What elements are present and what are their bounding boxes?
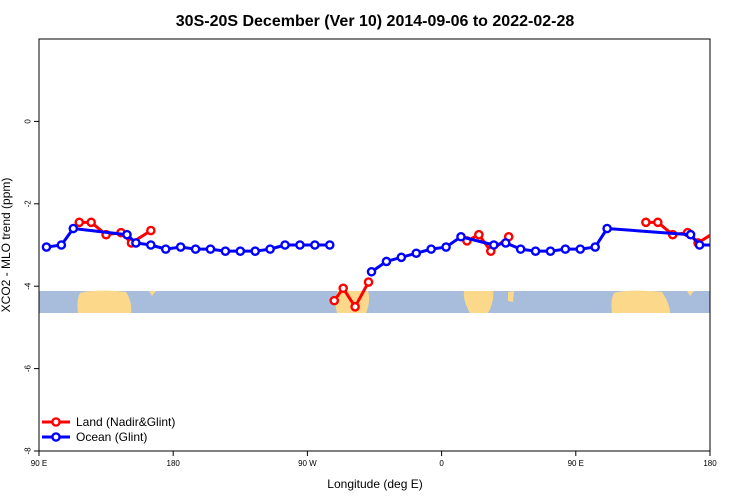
- data-point: [146, 225, 156, 236]
- x-tick-label: 90 E: [568, 459, 584, 468]
- data-point: [324, 240, 335, 250]
- x-axis: 90 E 180 90 W 0 90 E 180: [31, 451, 717, 468]
- data-point: [41, 242, 52, 252]
- data-point: [220, 246, 231, 256]
- data-point: [441, 242, 451, 252]
- data-point: [456, 231, 466, 242]
- series-layer: [41, 217, 736, 312]
- y-tick-label: 0: [24, 119, 33, 124]
- x-tick-label: 90 E: [31, 459, 47, 468]
- data-point: [86, 217, 96, 228]
- data-point: [474, 229, 484, 240]
- data-point: [560, 244, 571, 254]
- legend-label: Land (Nadir&Glint): [76, 415, 175, 429]
- land-patch-new-zealand-tip-repeat: [687, 291, 694, 296]
- x-tick-label: 90 W: [298, 459, 317, 468]
- data-point: [590, 242, 600, 252]
- data-point: [714, 227, 721, 234]
- data-point: [641, 217, 651, 228]
- data-point: [338, 283, 348, 294]
- data-point: [411, 248, 422, 259]
- data-point: [175, 242, 186, 252]
- data-point: [56, 240, 67, 250]
- data-point: [295, 240, 305, 250]
- chart-title: 30S-20S December (Ver 10) 2014-09-06 to …: [176, 13, 575, 30]
- x-tick-label: 0: [439, 459, 444, 468]
- x-tick-label: 180: [703, 459, 717, 468]
- data-point: [366, 266, 377, 277]
- data-point: [530, 246, 541, 256]
- data-point: [329, 295, 340, 306]
- data-point: [280, 240, 290, 250]
- legend-marker: [51, 432, 61, 442]
- data-point: [545, 246, 556, 256]
- series-ocean: [41, 223, 736, 277]
- data-point: [131, 238, 141, 248]
- y-axis-label: XCO2 - MLO trend (ppm): [0, 178, 13, 313]
- legend-label: Ocean (Glint): [76, 430, 147, 444]
- data-point: [160, 244, 171, 254]
- land-patch-new-zealand-tip: [149, 291, 156, 296]
- y-tick-label: -2: [24, 200, 33, 208]
- data-point: [350, 301, 360, 312]
- series-line: [333, 281, 370, 309]
- data-point: [685, 229, 696, 240]
- y-tick-label: -6: [24, 364, 33, 372]
- data-point: [515, 244, 526, 254]
- land-patch-australia: [77, 290, 132, 313]
- land-patch-africa: [463, 291, 494, 313]
- data-point: [729, 246, 736, 253]
- data-point: [575, 244, 586, 254]
- data-point: [122, 229, 132, 240]
- y-tick-label: -4: [24, 282, 33, 290]
- data-point: [694, 240, 705, 250]
- land-patch-australia-repeat: [611, 290, 670, 313]
- ocean-band: [39, 291, 710, 313]
- land-patch-madagascar: [508, 291, 514, 302]
- x-tick-label: 180: [167, 459, 181, 468]
- data-point: [68, 223, 79, 234]
- map-strip: [39, 290, 710, 313]
- data-point: [310, 240, 320, 250]
- y-tick-label: -8: [24, 447, 33, 455]
- x-axis-label: Longitude (deg E): [327, 477, 422, 491]
- data-point: [265, 244, 275, 254]
- data-point: [602, 223, 612, 234]
- data-point: [146, 240, 156, 250]
- data-point: [488, 240, 499, 250]
- data-point: [426, 244, 436, 254]
- data-point: [500, 238, 511, 248]
- data-point: [250, 246, 261, 256]
- data-point: [396, 252, 407, 263]
- data-point: [235, 246, 246, 256]
- data-point: [190, 244, 201, 254]
- legend: Land (Nadir&Glint)Ocean (Glint): [42, 415, 175, 444]
- data-point: [709, 243, 710, 247]
- data-point: [205, 244, 216, 254]
- data-point: [381, 256, 392, 267]
- legend-marker: [51, 417, 61, 427]
- data-point: [74, 217, 85, 228]
- data-point: [363, 277, 374, 287]
- y-axis: -8 -6 -4 -2 0: [24, 119, 39, 455]
- data-point: [653, 217, 663, 228]
